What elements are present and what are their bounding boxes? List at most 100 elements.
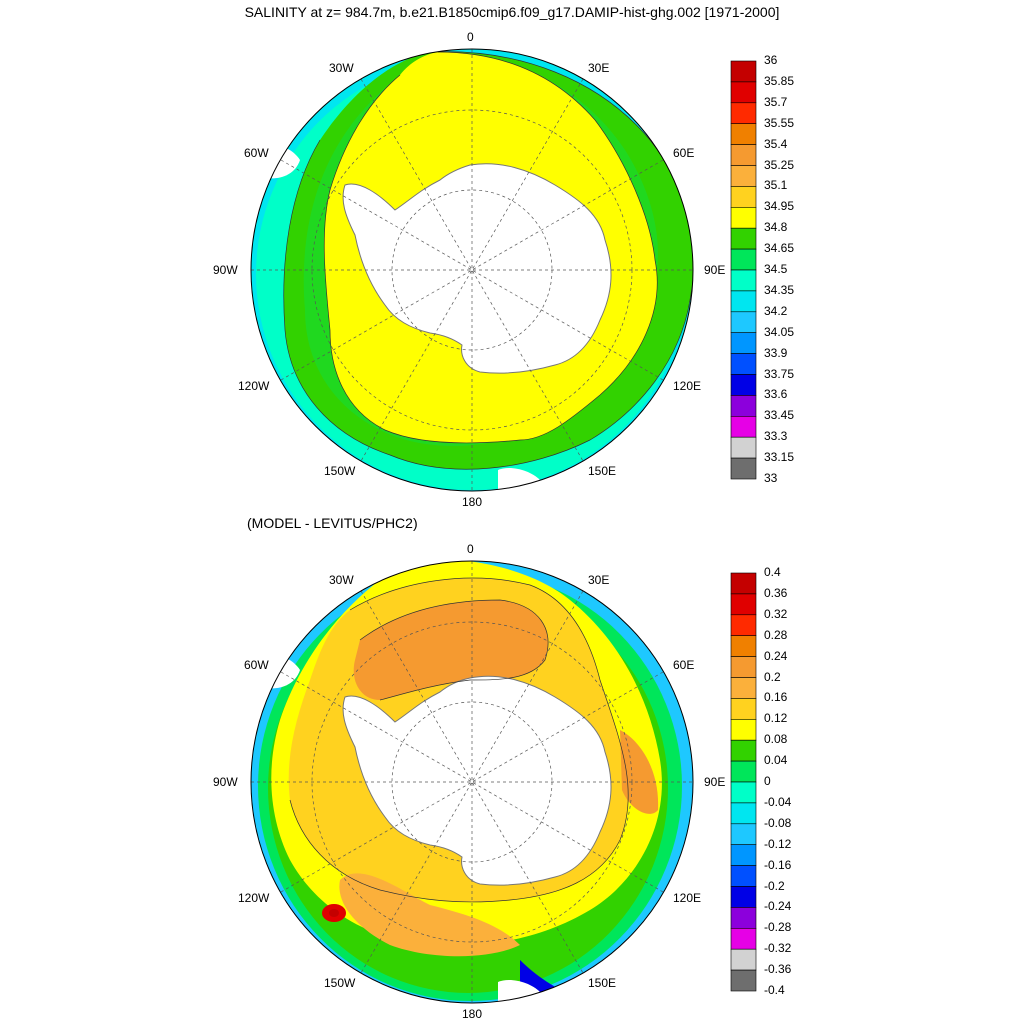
colorbar-tick-label: 0.16 [764, 690, 788, 705]
lon-label: 30W [329, 573, 354, 587]
colorbar-tick-label: -0.36 [764, 962, 792, 977]
colorbar-swatch [730, 802, 757, 825]
colorbar-tick-label: 0.2 [764, 669, 781, 684]
colorbar-swatch [730, 572, 757, 595]
colorbar-swatch [730, 614, 757, 636]
colorbar-swatch [730, 353, 757, 375]
colorbar-swatch [730, 415, 757, 438]
lon-label: 90W [213, 263, 238, 277]
colorbar-swatch [730, 102, 757, 125]
colorbar-tick-label: 33.6 [764, 387, 788, 402]
lon-label: 30W [329, 61, 354, 75]
salinity-colorbar [730, 60, 757, 480]
lon-label: 120W [238, 379, 270, 393]
lon-label: 90W [213, 775, 238, 789]
colorbar-swatch [730, 656, 757, 678]
salinity-map [251, 49, 693, 491]
colorbar-tick-label: 34.35 [764, 282, 795, 297]
colorbar-tick-label: 0.24 [764, 648, 788, 663]
colorbar-swatch [730, 739, 757, 762]
lon-label: 180 [462, 495, 483, 509]
colorbar-tick-label: 34.2 [764, 303, 788, 318]
lon-label: 0 [467, 30, 474, 44]
colorbar-swatch [730, 948, 757, 971]
colorbar-tick-label: -0.4 [764, 983, 785, 997]
colorbar-tick-label: 0 [764, 774, 771, 788]
colorbar-tick-label: 34.5 [764, 262, 788, 276]
colorbar-swatch [730, 457, 757, 480]
colorbar-swatch [730, 823, 757, 845]
colorbar-tick-label: 33.3 [764, 429, 788, 444]
difference-colorbar [730, 572, 757, 992]
colorbar-tick-label: -0.24 [764, 899, 792, 914]
lon-label: 150E [588, 976, 617, 990]
colorbar-swatch [730, 207, 757, 229]
colorbar-tick-label: 0.28 [764, 627, 788, 642]
lon-label: 120W [238, 891, 270, 905]
colorbar-swatch [730, 290, 757, 313]
colorbar-swatch [730, 844, 757, 866]
colorbar-swatch [730, 927, 757, 950]
lon-label: 0 [467, 542, 474, 556]
lon-label: 120E [673, 379, 702, 393]
lon-label: 60W [244, 658, 269, 672]
colorbar-tick-label: 35.7 [764, 94, 788, 109]
colorbar-tick-label: 0.08 [764, 732, 788, 747]
colorbar-swatch [730, 436, 757, 459]
colorbar-swatch [730, 269, 757, 292]
lon-label: 120E [673, 891, 702, 905]
colorbar-tick-label: -0.08 [764, 815, 792, 830]
lon-label: 150W [324, 464, 356, 478]
lon-label: 150W [324, 976, 356, 990]
lon-label: 30E [588, 61, 610, 75]
colorbar-tick-label: 35.4 [764, 136, 788, 151]
colorbar-tick-label: 34.95 [764, 199, 795, 214]
colorbar-swatch [730, 144, 757, 166]
lon-label: 150E [588, 464, 617, 478]
difference-subtitle: (MODEL - LEVITUS/PHC2) [247, 515, 418, 531]
colorbar-tick-label: 34.8 [764, 220, 788, 235]
colorbar-swatch [730, 635, 757, 657]
colorbar-swatch [730, 81, 757, 104]
colorbar-swatch [730, 165, 757, 187]
colorbar-swatch [730, 395, 757, 417]
colorbar-tick-label: 0.04 [764, 753, 788, 768]
colorbar-tick-label: -0.32 [764, 941, 792, 956]
colorbar-tick-label: -0.2 [764, 878, 785, 893]
colorbar-swatch [730, 593, 757, 616]
lon-label: 180 [462, 1007, 483, 1021]
colorbar-tick-label: -0.28 [764, 920, 792, 935]
colorbar-swatch [730, 677, 757, 699]
colorbar-swatch [730, 886, 757, 908]
colorbar-tick-label: 0.12 [764, 711, 788, 726]
colorbar-tick-label: 33.75 [764, 366, 795, 381]
colorbar-tick-label: 33.9 [764, 345, 788, 360]
colorbar-tick-label: 0.32 [764, 606, 788, 621]
lon-label: 60E [673, 658, 695, 672]
colorbar-tick-label: 33.45 [764, 408, 795, 423]
colorbar-swatch [730, 865, 757, 887]
salinity-map-border [250, 48, 694, 492]
lon-label: 90E [704, 263, 726, 277]
difference-map [251, 561, 693, 1003]
colorbar-tick-label: -0.12 [764, 836, 792, 851]
colorbar-swatch [730, 186, 757, 208]
colorbar-swatch [730, 718, 757, 741]
colorbar-tick-label: 33 [764, 471, 778, 485]
colorbar-tick-label: 35.1 [764, 178, 788, 193]
lon-label: 30E [588, 573, 610, 587]
colorbar-tick-label: 0.36 [764, 585, 788, 600]
colorbar-tick-label: 34.05 [764, 324, 795, 339]
colorbar-swatch [730, 123, 757, 145]
colorbar-tick-label: -0.04 [764, 794, 792, 809]
colorbar-tick-label: 36 [764, 53, 778, 67]
colorbar-tick-label: 0.4 [764, 565, 781, 579]
lon-label: 60W [244, 146, 269, 160]
colorbar-swatch [730, 332, 757, 354]
colorbar-tick-label: 35.55 [764, 115, 795, 130]
colorbar-tick-label: 34.65 [764, 241, 795, 256]
colorbar-swatch [730, 311, 757, 333]
colorbar-tick-label: -0.16 [764, 857, 792, 872]
lon-label: 60E [673, 146, 695, 160]
